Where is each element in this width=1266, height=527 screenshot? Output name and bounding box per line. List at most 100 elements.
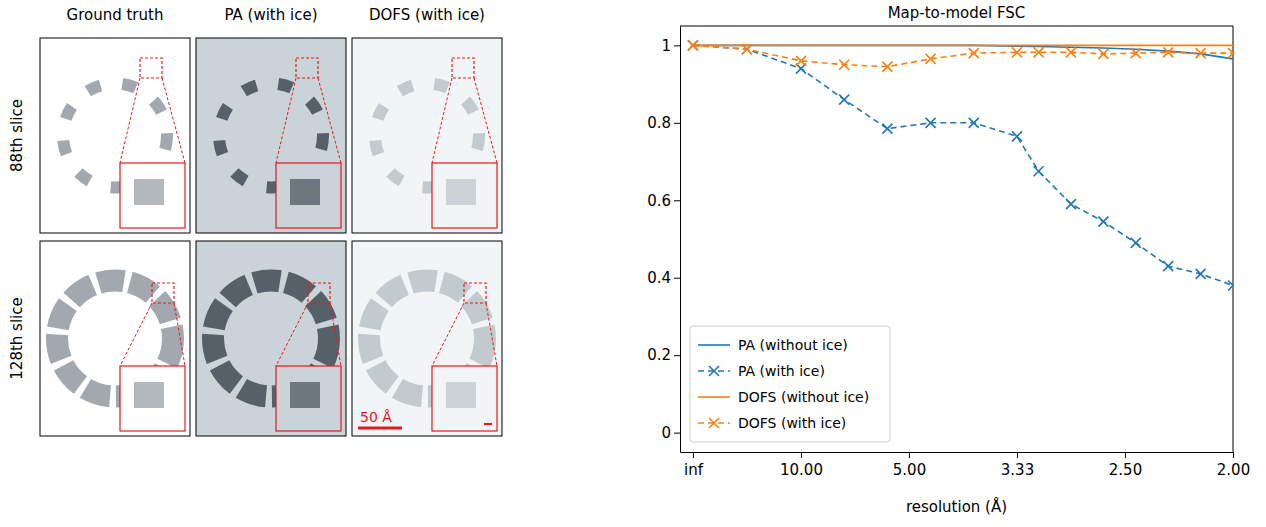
series-marker [1196, 48, 1206, 58]
legend-box [690, 326, 890, 442]
series-marker [1098, 217, 1108, 227]
series-marker [796, 56, 806, 66]
zoom-connector [276, 303, 308, 366]
zoom-connector [330, 303, 341, 366]
series-marker [1012, 47, 1022, 57]
column-title: PA (with ice) [224, 6, 317, 24]
x-axis-title: resolution (Å) [906, 497, 1007, 516]
zoom-connector [120, 303, 152, 366]
y-tick-mark [674, 355, 680, 356]
zoom-inset [432, 366, 497, 431]
series-marker [969, 48, 979, 58]
legend-swatch [698, 396, 730, 398]
panel-background [40, 38, 190, 233]
x-tick: 2.50 [1109, 452, 1142, 479]
x-tick-label: inf [684, 461, 704, 479]
x-axis-line [681, 452, 1234, 453]
panel-background [196, 241, 346, 436]
y-tick-label: 0.4 [647, 269, 671, 287]
inset-detail [134, 179, 164, 205]
zoom-connector [318, 78, 341, 163]
series-marker [1228, 48, 1233, 58]
panel-frame [40, 38, 190, 233]
legend-label: PA (with ice) [738, 363, 825, 379]
zoom-region [140, 58, 162, 78]
series-marker [882, 124, 892, 134]
series-marker [1066, 199, 1076, 209]
series-marker [1034, 166, 1044, 176]
zoom-region [464, 283, 486, 303]
y-tick: 0.6 [647, 192, 680, 210]
zoom-connector [486, 303, 497, 366]
y-tick-label: 1 [661, 37, 671, 55]
y-tick: 1 [661, 37, 680, 55]
series-line [693, 45, 1233, 285]
legend-marker [709, 418, 719, 428]
inset-detail [134, 382, 164, 408]
scale-bar [358, 427, 402, 430]
zoom-connector [162, 78, 185, 163]
x-tick: 5.00 [893, 452, 926, 479]
series-marker [1012, 131, 1022, 141]
y-tick: 0.8 [647, 114, 680, 132]
zoom-region [296, 58, 318, 78]
series-marker [1196, 269, 1206, 279]
x-tick: inf [684, 452, 704, 479]
y-tick-label: 0.2 [647, 346, 671, 364]
y-tick: 0.2 [647, 346, 680, 364]
image-panel: 50 Å [352, 241, 502, 436]
legend-label: DOFS (without ice) [738, 389, 869, 405]
series-marker [688, 40, 698, 50]
legend: PA (without ice) PA (with ice) DOFS (witho… [690, 326, 890, 442]
series-marker [882, 62, 892, 72]
panel-background [196, 38, 346, 233]
series-line [693, 45, 1233, 47]
zoom-connector [276, 78, 296, 163]
series-marker [1098, 49, 1108, 59]
plot-frame [680, 26, 1233, 452]
legend-swatch [698, 344, 730, 346]
zoom-region [452, 58, 474, 78]
inset-scale-bar [484, 423, 492, 425]
x-tick-label: 2.50 [1109, 461, 1142, 479]
panel-background [352, 38, 502, 233]
zoom-connector [174, 303, 185, 366]
series-marker [1066, 47, 1076, 57]
zoom-region [152, 283, 174, 303]
x-tick-mark [801, 452, 802, 458]
panel-frame [352, 38, 502, 233]
series-marker [1163, 261, 1173, 271]
series-marker [1131, 238, 1141, 248]
series-marker [1163, 47, 1173, 57]
y-tick-label: 0.8 [647, 114, 671, 132]
series-marker [742, 44, 752, 54]
panel-frame [196, 241, 346, 436]
x-tick-mark [909, 452, 910, 458]
y-tick-mark [674, 433, 680, 434]
y-axis: 0 0.2 0.4 0.6 0.8 1 [647, 27, 680, 453]
x-tick-label: 3.33 [1001, 461, 1034, 479]
image-panel [40, 38, 190, 233]
series-marker [1131, 48, 1141, 58]
fsc-chart: Map-to-model FSCinf10.005.003.332.502.00… [647, 4, 1250, 516]
y-tick-mark [674, 123, 680, 124]
zoom-inset [120, 163, 185, 228]
legend-item: PA (without ice) [698, 337, 848, 353]
panel-background [40, 241, 190, 436]
legend-label: DOFS (with ice) [738, 415, 846, 431]
y-tick-label: 0.6 [647, 192, 671, 210]
image-panel [196, 241, 346, 436]
y-tick-mark [674, 45, 680, 46]
zoom-inset [120, 366, 185, 431]
panel-frame [196, 38, 346, 233]
legend-marker [709, 366, 719, 376]
image-panel [352, 38, 502, 233]
x-tick-label: 5.00 [893, 461, 926, 479]
panel-background [352, 241, 502, 436]
figure: Ground truthPA (with ice)DOFS (with ice)… [0, 0, 1266, 527]
plot-area [688, 40, 1233, 290]
legend-item: PA (with ice) [698, 363, 825, 379]
y-tick-label: 0 [661, 424, 671, 442]
image-panel [40, 241, 190, 436]
y-tick-mark [674, 200, 680, 201]
